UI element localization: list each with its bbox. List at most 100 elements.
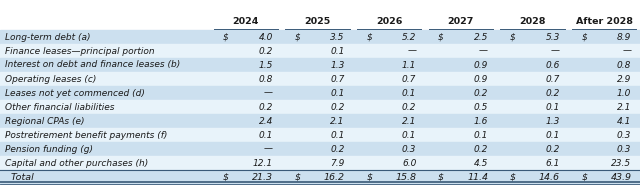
Text: 0.2: 0.2 bbox=[330, 102, 345, 112]
Text: 3.5: 3.5 bbox=[330, 33, 345, 41]
Bar bbox=[0, 156, 640, 170]
Text: —: — bbox=[264, 144, 273, 154]
Text: 2026: 2026 bbox=[376, 18, 403, 26]
Bar bbox=[0, 72, 640, 86]
Text: 0.1: 0.1 bbox=[330, 88, 345, 97]
Text: 2.1: 2.1 bbox=[617, 102, 632, 112]
Text: 0.2: 0.2 bbox=[330, 144, 345, 154]
Text: $: $ bbox=[509, 172, 516, 181]
Text: 0.7: 0.7 bbox=[330, 75, 345, 83]
Text: 2.4: 2.4 bbox=[259, 117, 273, 125]
Bar bbox=[0, 142, 640, 156]
Text: Interest on debt and finance leases (b): Interest on debt and finance leases (b) bbox=[5, 60, 180, 70]
Text: 0.9: 0.9 bbox=[474, 60, 488, 70]
Text: 1.6: 1.6 bbox=[474, 117, 488, 125]
Bar bbox=[0, 44, 640, 58]
Bar bbox=[0, 100, 640, 114]
Text: $: $ bbox=[294, 172, 301, 181]
Text: —: — bbox=[408, 46, 417, 56]
Text: $: $ bbox=[509, 33, 515, 41]
Text: Total: Total bbox=[5, 172, 34, 181]
Text: 1.3: 1.3 bbox=[545, 117, 560, 125]
Text: $: $ bbox=[223, 33, 228, 41]
Text: 2027: 2027 bbox=[447, 18, 474, 26]
Text: $: $ bbox=[294, 33, 300, 41]
Text: Postretirement benefit payments (f): Postretirement benefit payments (f) bbox=[5, 130, 168, 139]
Text: $: $ bbox=[366, 33, 372, 41]
Text: 0.1: 0.1 bbox=[545, 130, 560, 139]
Text: —: — bbox=[264, 88, 273, 97]
Text: 4.5: 4.5 bbox=[474, 159, 488, 167]
Bar bbox=[0, 114, 640, 128]
Text: 0.3: 0.3 bbox=[402, 144, 417, 154]
Text: 15.8: 15.8 bbox=[396, 172, 417, 181]
Text: After 2028: After 2028 bbox=[575, 18, 633, 26]
Text: 5.2: 5.2 bbox=[402, 33, 417, 41]
Text: 0.3: 0.3 bbox=[617, 130, 632, 139]
Text: $: $ bbox=[581, 172, 588, 181]
Text: 0.1: 0.1 bbox=[474, 130, 488, 139]
Bar bbox=[0, 86, 640, 100]
Text: 0.7: 0.7 bbox=[402, 75, 417, 83]
Text: 1.3: 1.3 bbox=[330, 60, 345, 70]
Text: 0.7: 0.7 bbox=[545, 75, 560, 83]
Text: 0.2: 0.2 bbox=[402, 102, 417, 112]
Text: 2.1: 2.1 bbox=[402, 117, 417, 125]
Bar bbox=[0, 58, 640, 72]
Text: 0.2: 0.2 bbox=[545, 88, 560, 97]
Text: 0.1: 0.1 bbox=[402, 88, 417, 97]
Text: 1.0: 1.0 bbox=[617, 88, 632, 97]
Text: 0.2: 0.2 bbox=[259, 102, 273, 112]
Text: 16.2: 16.2 bbox=[324, 172, 345, 181]
Text: 6.1: 6.1 bbox=[545, 159, 560, 167]
Text: Leases not yet commenced (d): Leases not yet commenced (d) bbox=[5, 88, 145, 97]
Text: $: $ bbox=[581, 33, 587, 41]
Text: 0.1: 0.1 bbox=[402, 130, 417, 139]
Text: 0.2: 0.2 bbox=[474, 144, 488, 154]
Text: $: $ bbox=[223, 172, 229, 181]
Text: Other financial liabilities: Other financial liabilities bbox=[5, 102, 115, 112]
Text: 14.6: 14.6 bbox=[539, 172, 560, 181]
Text: 0.1: 0.1 bbox=[545, 102, 560, 112]
Text: 2.1: 2.1 bbox=[330, 117, 345, 125]
Bar bbox=[0, 128, 640, 142]
Text: 12.1: 12.1 bbox=[253, 159, 273, 167]
Text: 11.4: 11.4 bbox=[467, 172, 488, 181]
Text: 0.6: 0.6 bbox=[545, 60, 560, 70]
Text: 2.9: 2.9 bbox=[617, 75, 632, 83]
Text: 0.2: 0.2 bbox=[259, 46, 273, 56]
Text: —: — bbox=[551, 46, 560, 56]
Text: 2028: 2028 bbox=[519, 18, 546, 26]
Text: 0.1: 0.1 bbox=[330, 46, 345, 56]
Bar bbox=[0, 14, 640, 30]
Text: 0.2: 0.2 bbox=[474, 88, 488, 97]
Text: 8.9: 8.9 bbox=[617, 33, 632, 41]
Text: 0.1: 0.1 bbox=[330, 130, 345, 139]
Text: 7.9: 7.9 bbox=[330, 159, 345, 167]
Text: 0.5: 0.5 bbox=[474, 102, 488, 112]
Text: 0.3: 0.3 bbox=[617, 144, 632, 154]
Text: 4.1: 4.1 bbox=[617, 117, 632, 125]
Text: $: $ bbox=[438, 172, 444, 181]
Bar bbox=[0, 170, 640, 184]
Text: 23.5: 23.5 bbox=[611, 159, 632, 167]
Text: 2.5: 2.5 bbox=[474, 33, 488, 41]
Text: Operating leases (c): Operating leases (c) bbox=[5, 75, 97, 83]
Text: 6.0: 6.0 bbox=[402, 159, 417, 167]
Bar bbox=[0, 0, 640, 14]
Text: $: $ bbox=[438, 33, 444, 41]
Text: Regional CPAs (e): Regional CPAs (e) bbox=[5, 117, 84, 125]
Text: 1.1: 1.1 bbox=[402, 60, 417, 70]
Text: Capital and other purchases (h): Capital and other purchases (h) bbox=[5, 159, 148, 167]
Text: 43.9: 43.9 bbox=[611, 172, 632, 181]
Text: 2024: 2024 bbox=[233, 18, 259, 26]
Text: 0.1: 0.1 bbox=[259, 130, 273, 139]
Text: Finance leases—principal portion: Finance leases—principal portion bbox=[5, 46, 155, 56]
Text: Pension funding (g): Pension funding (g) bbox=[5, 144, 93, 154]
Bar bbox=[0, 30, 640, 44]
Text: —: — bbox=[623, 46, 632, 56]
Text: 0.2: 0.2 bbox=[545, 144, 560, 154]
Text: 2025: 2025 bbox=[305, 18, 331, 26]
Text: 0.9: 0.9 bbox=[474, 75, 488, 83]
Text: —: — bbox=[479, 46, 488, 56]
